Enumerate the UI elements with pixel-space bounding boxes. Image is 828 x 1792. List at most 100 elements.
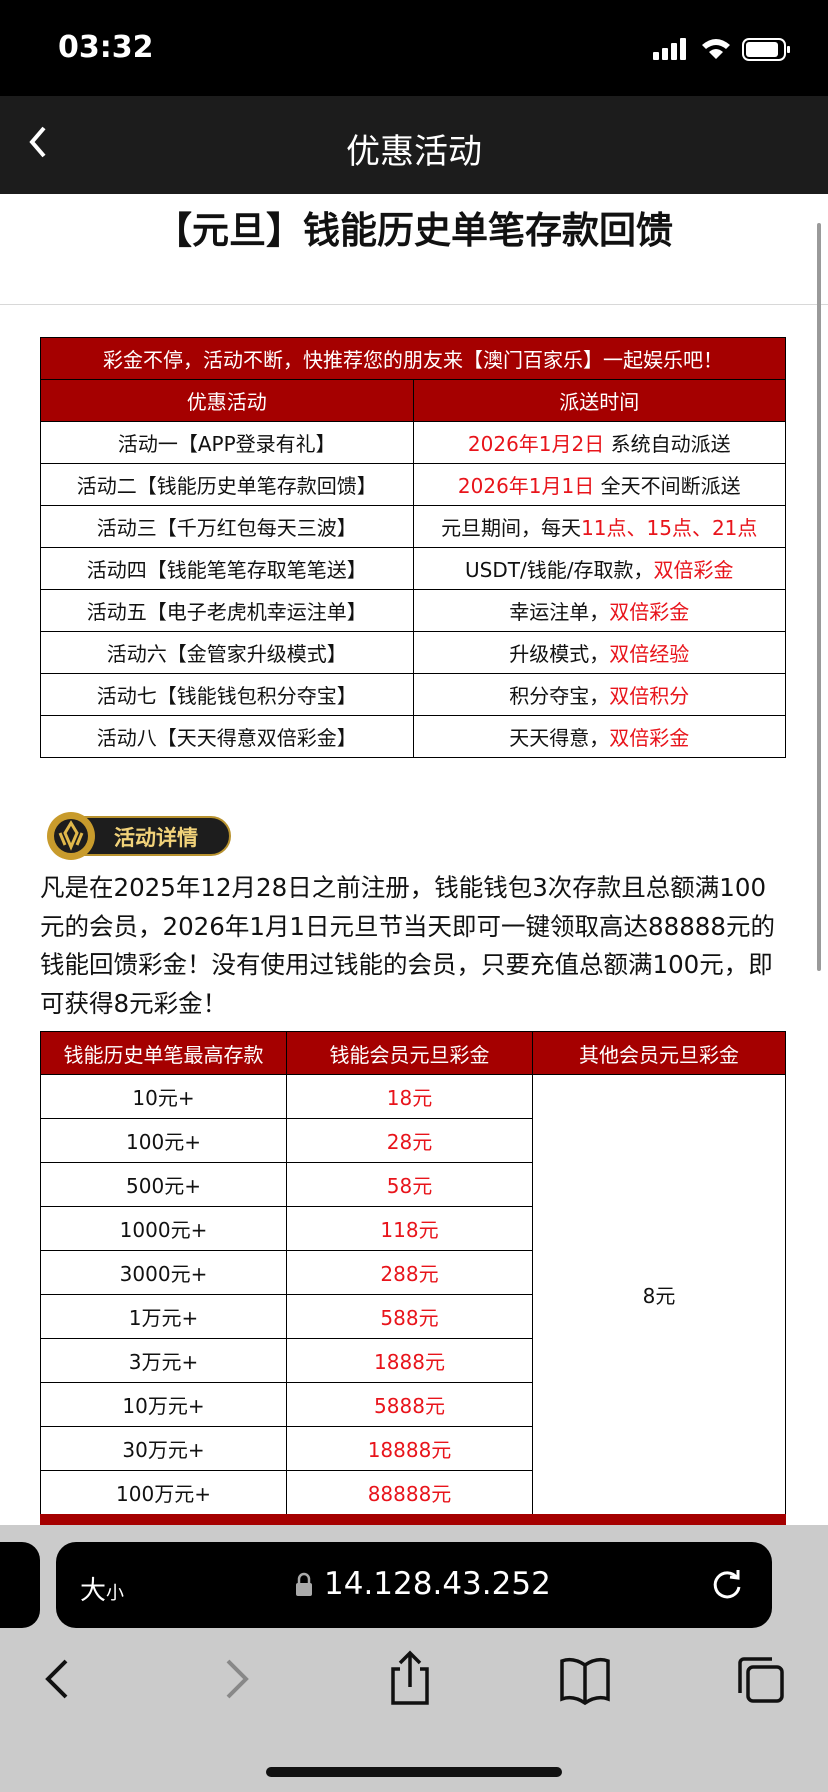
time-segment: 天天得意， <box>509 726 610 750</box>
activity-row: 活动四【钱能笔笔存取笔笔送】 USDT/钱能/存取款，双倍彩金 <box>40 547 786 590</box>
activity-name: 活动三【千万红包每天三波】 <box>40 505 414 548</box>
bonus-table: 钱能历史单笔最高存款 钱能会员元旦彩金 其他会员元旦彩金 10元+ 18元 8元 100元+… <box>40 1031 786 1515</box>
time-segment: USDT/钱能/存取款， <box>465 558 654 582</box>
time-segment: 元旦期间，每天 <box>441 516 582 540</box>
activity-time: 升级模式，双倍经验 <box>412 631 786 674</box>
share[interactable] <box>391 1650 429 1705</box>
badge-text: 活动详情 <box>114 826 198 850</box>
home-indicator <box>266 1767 562 1777</box>
nav-icons <box>45 1650 784 1706</box>
bonus-row: 100元+ 28元 <box>40 1118 786 1163</box>
activity-row: 活动二【钱能历史单笔存款回馈】 2026年1月1日 全天不间断派送 <box>40 463 786 506</box>
text-size-big: 大 <box>80 1576 107 1606</box>
time-segment: 积分夺宝， <box>509 684 610 708</box>
deposit: 500元+ <box>40 1162 287 1207</box>
reload[interactable] <box>710 1568 744 1602</box>
time-segment: 双倍彩金 <box>653 558 734 582</box>
text-size[interactable]: 大小 <box>80 1570 124 1607</box>
activity-time: 2026年1月2日 系统自动派送 <box>412 421 786 464</box>
back[interactable] <box>45 1659 68 1699</box>
time-segment: 升级模式， <box>509 642 610 666</box>
bonus-row: 3000元+ 288元 <box>40 1250 786 1295</box>
bonus-row: 10万元+ 5888元 <box>40 1382 786 1427</box>
divider <box>0 304 828 305</box>
bonus-row: 3万元+ 1888元 <box>40 1338 786 1383</box>
activity-name: 活动八【天天得意双倍彩金】 <box>40 715 414 758</box>
time-segment: 双倍积分 <box>609 684 690 708</box>
bonus-row: 500元+ 58元 <box>40 1162 786 1207</box>
time-segment: 幸运注单， <box>509 600 610 624</box>
scrollbar <box>817 223 821 971</box>
deposit: 1万元+ <box>40 1294 287 1339</box>
member-bonus: 118元 <box>286 1206 533 1251</box>
activity-row: 活动五【电子老虎机幸运注单】 幸运注单，双倍彩金 <box>40 589 786 632</box>
back-button[interactable] <box>26 124 50 160</box>
status-icons <box>653 38 790 61</box>
nav-header: 优惠活动 <box>0 96 828 194</box>
header-cell: 其他会员元旦彩金 <box>532 1031 786 1075</box>
activity-row: 活动三【千万红包每天三波】 元旦期间，每天11点、15点、21点 <box>40 505 786 548</box>
time-segment: 全天不间断派送 <box>594 474 741 498</box>
bookmarks[interactable] <box>560 1657 610 1706</box>
header-row: 优惠活动 派送时间 <box>40 379 786 422</box>
activity-time: 元旦期间，每天11点、15点、21点 <box>412 505 786 548</box>
status-bar: 03:32 <box>0 0 828 96</box>
activity-name: 活动四【钱能笔笔存取笔笔送】 <box>40 547 414 590</box>
tab-preview[interactable] <box>0 1542 40 1628</box>
activity-time: 积分夺宝，双倍积分 <box>412 673 786 716</box>
deposit: 10元+ <box>40 1074 287 1119</box>
activity-table: 彩金不停，活动不断，快推荐您的朋友来【澳门百家乐】一起娱乐吧！ 优惠活动 派送时间活… <box>40 337 786 758</box>
activity-row: 活动一【APP登录有礼】 2026年1月2日 系统自动派送 <box>40 421 786 464</box>
banner: 彩金不停，活动不断，快推荐您的朋友来【澳门百家乐】一起娱乐吧！ <box>40 337 786 380</box>
url: 14.128.43.252 <box>324 1566 551 1602</box>
time-segment: 双倍彩金 <box>609 726 690 750</box>
address-bar[interactable]: 大小 14.128.43.252 <box>56 1542 772 1628</box>
deposit: 1000元+ <box>40 1206 287 1251</box>
deposit: 10万元+ <box>40 1382 287 1427</box>
deposit: 100万元+ <box>40 1470 287 1515</box>
time: 03:32 <box>58 30 154 65</box>
text-size-small: 小 <box>106 1583 125 1604</box>
bonus-row: 10元+ 18元 8元 <box>40 1074 786 1515</box>
time-segment: 双倍经验 <box>609 642 690 666</box>
other-bonus: 8元 <box>532 1074 786 1515</box>
deposit: 3万元+ <box>40 1338 287 1383</box>
member-bonus: 588元 <box>286 1294 533 1339</box>
activity-name: 活动七【钱能钱包积分夺宝】 <box>40 673 414 716</box>
time-segment: 系统自动派送 <box>604 432 731 456</box>
bonus-row: 100万元+ 88888元 <box>40 1470 786 1515</box>
time-segment: 双倍彩金 <box>609 600 690 624</box>
tabs[interactable] <box>738 1657 784 1703</box>
activity-time: 天天得意，双倍彩金 <box>412 715 786 758</box>
deposit: 30万元+ <box>40 1426 287 1471</box>
table-edge <box>40 1514 786 1526</box>
header-cell: 钱能历史单笔最高存款 <box>40 1031 287 1075</box>
member-bonus: 288元 <box>286 1250 533 1295</box>
activity-name: 活动六【金管家升级模式】 <box>40 631 414 674</box>
member-bonus: 18元 <box>286 1074 533 1119</box>
header-cell: 派送时间 <box>412 379 786 422</box>
lock-icon <box>296 1572 312 1596</box>
deposit: 100元+ <box>40 1118 287 1163</box>
activity-name: 活动二【钱能历史单笔存款回馈】 <box>40 463 414 506</box>
header-title: 优惠活动 <box>346 132 482 172</box>
activity-row: 活动八【天天得意双倍彩金】 天天得意，双倍彩金 <box>40 715 786 758</box>
time-segment: 2026年1月1日 <box>457 474 595 498</box>
page-title: 【元旦】钱能历史单笔存款回馈 <box>155 209 673 252</box>
member-bonus: 1888元 <box>286 1338 533 1383</box>
member-bonus: 28元 <box>286 1118 533 1163</box>
member-bonus: 88888元 <box>286 1470 533 1515</box>
activity-row: 活动七【钱能钱包积分夺宝】 积分夺宝，双倍积分 <box>40 673 786 716</box>
time-segment: 2026年1月2日 <box>467 432 605 456</box>
member-bonus: 18888元 <box>286 1426 533 1471</box>
activity-row: 活动六【金管家升级模式】 升级模式，双倍经验 <box>40 631 786 674</box>
forward[interactable] <box>226 1659 249 1699</box>
activity-name: 活动五【电子老虎机幸运注单】 <box>40 589 414 632</box>
deposit: 3000元+ <box>40 1250 287 1295</box>
header-cell: 优惠活动 <box>40 379 414 422</box>
member-bonus: 58元 <box>286 1162 533 1207</box>
banner-row: 彩金不停，活动不断，快推荐您的朋友来【澳门百家乐】一起娱乐吧！ <box>40 337 786 380</box>
activity-time: 幸运注单，双倍彩金 <box>412 589 786 632</box>
badge: 活动详情 <box>46 811 232 861</box>
